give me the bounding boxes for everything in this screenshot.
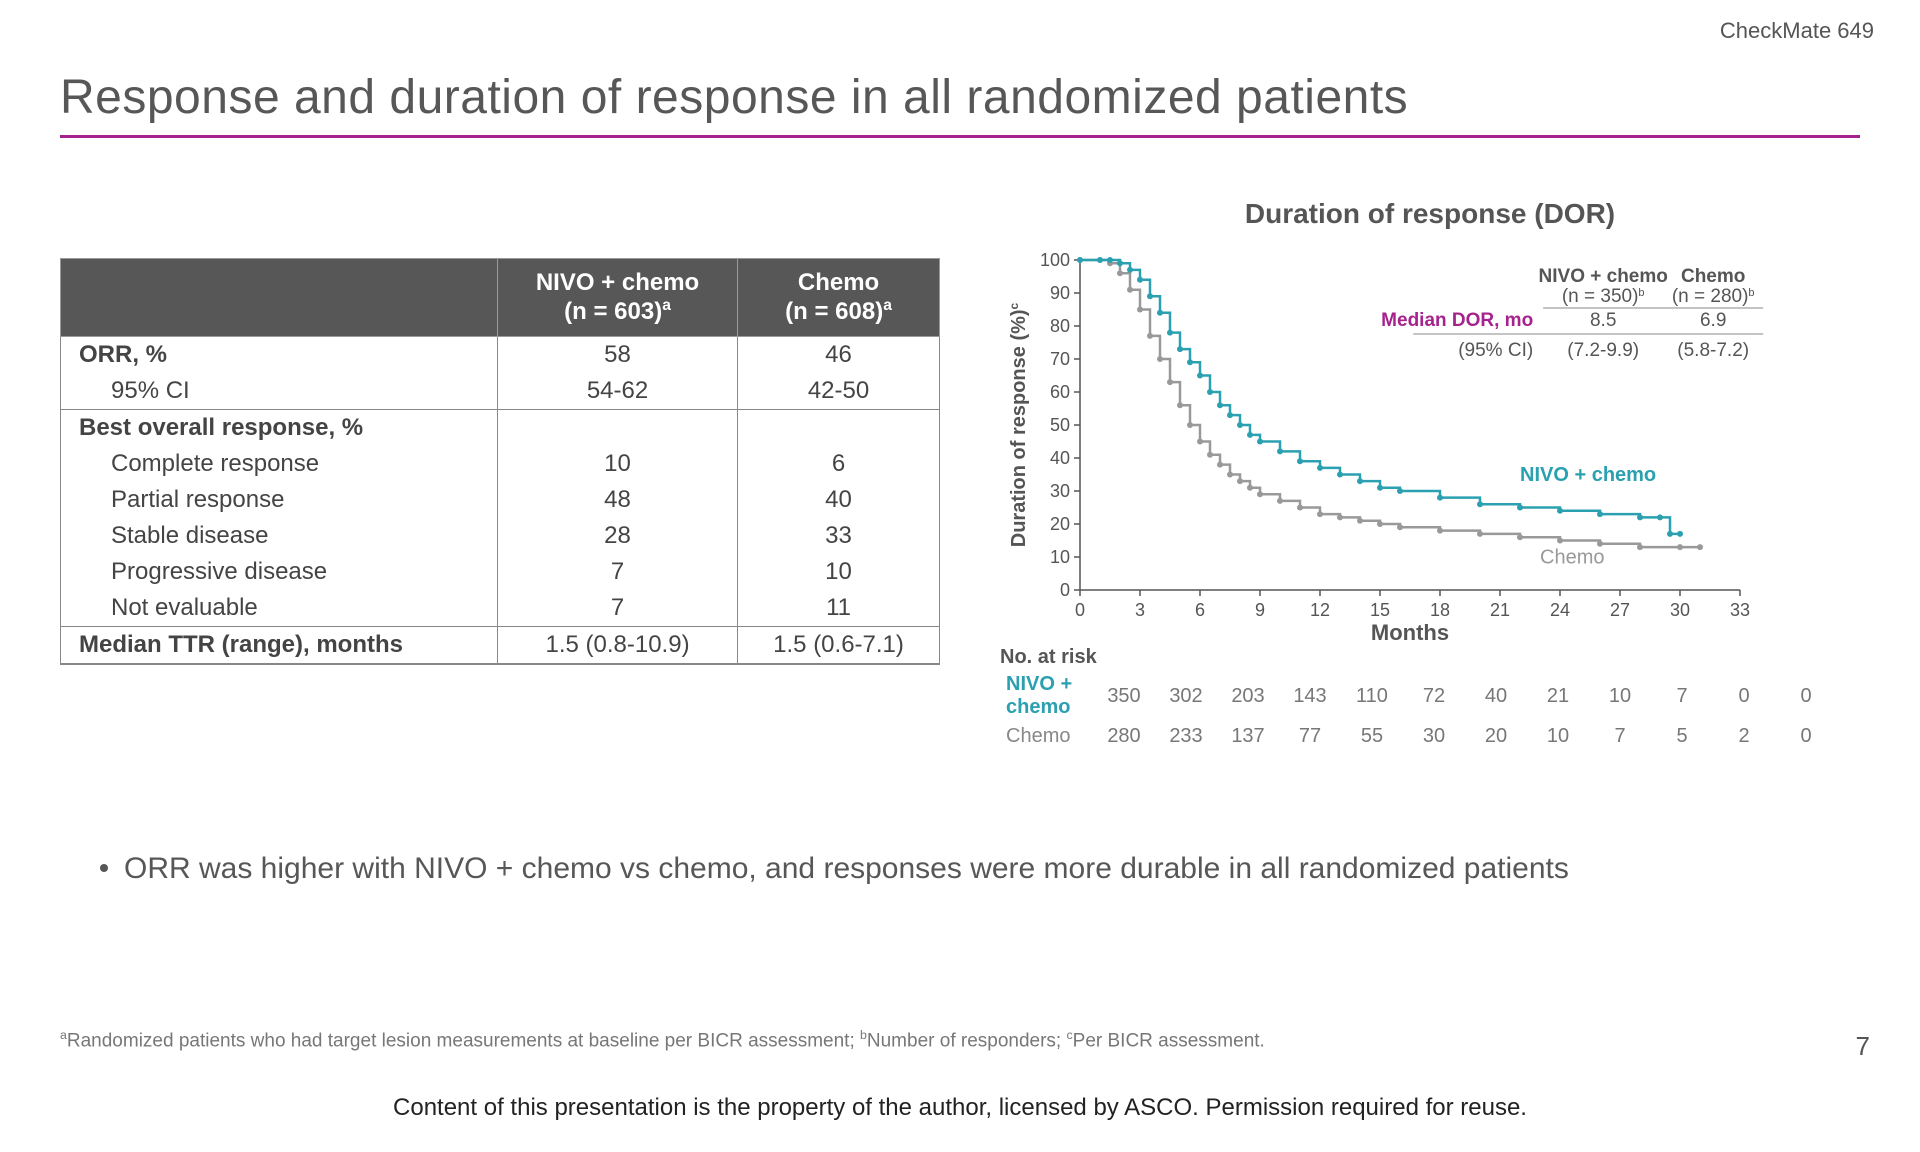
svg-text:Months: Months: [1371, 620, 1449, 640]
svg-text:8.5: 8.5: [1590, 310, 1616, 331]
bullet-dot-icon: [100, 864, 108, 872]
svg-text:90: 90: [1050, 283, 1070, 303]
svg-text:(7.2-9.9): (7.2-9.9): [1567, 340, 1639, 361]
svg-text:12: 12: [1310, 600, 1330, 620]
svg-text:6: 6: [1195, 600, 1205, 620]
disclaimer: Content of this presentation is the prop…: [0, 1094, 1920, 1122]
svg-text:6.9: 6.9: [1700, 310, 1726, 331]
svg-text:Median DOR, mo: Median DOR, mo: [1381, 310, 1533, 331]
svg-text:21: 21: [1490, 600, 1510, 620]
svg-text:30: 30: [1050, 481, 1070, 501]
svg-text:33: 33: [1730, 600, 1750, 620]
svg-text:80: 80: [1050, 316, 1070, 336]
svg-text:Duration of response (%)c: Duration of response (%)c: [1007, 302, 1030, 547]
chart-title: Duration of response (DOR): [1000, 198, 1860, 230]
svg-text:(n = 280)b: (n = 280)b: [1672, 286, 1755, 307]
svg-text:40: 40: [1050, 448, 1070, 468]
svg-text:(5.8-7.2): (5.8-7.2): [1677, 340, 1749, 361]
svg-text:100: 100: [1040, 250, 1070, 270]
svg-text:15: 15: [1370, 600, 1390, 620]
summary-bullet: ORR was higher with NIVO + chemo vs chem…: [60, 852, 1860, 886]
svg-text:NIVO + chemo: NIVO + chemo: [1539, 266, 1668, 287]
svg-text:NIVO + chemo: NIVO + chemo: [1520, 464, 1656, 486]
page-number: 7: [1856, 1031, 1870, 1062]
svg-text:9: 9: [1255, 600, 1265, 620]
page-title: Response and duration of response in all…: [60, 70, 1860, 125]
svg-text:Chemo: Chemo: [1681, 266, 1745, 287]
svg-text:50: 50: [1050, 415, 1070, 435]
svg-text:20: 20: [1050, 514, 1070, 534]
dor-chart-wrap: Duration of response (DOR) 0102030405060…: [940, 198, 1860, 752]
svg-text:(n = 350)b: (n = 350)b: [1562, 286, 1645, 307]
svg-text:Chemo: Chemo: [1540, 547, 1604, 569]
svg-text:(95% CI): (95% CI): [1458, 340, 1533, 361]
svg-text:30: 30: [1670, 600, 1690, 620]
km-chart: 0 10 20 30 40 50 60 70 80 90 100 0 3 6 9 12 15 18 21 24 27 30…: [1000, 240, 1780, 640]
study-label: CheckMate 649: [1720, 18, 1874, 44]
at-risk-table: No. at riskNIVO + chemo35030220314311072…: [1000, 646, 1860, 752]
svg-text:60: 60: [1050, 382, 1070, 402]
svg-text:18: 18: [1430, 600, 1450, 620]
svg-text:0: 0: [1075, 600, 1085, 620]
svg-text:70: 70: [1050, 349, 1070, 369]
svg-text:24: 24: [1550, 600, 1570, 620]
svg-text:0: 0: [1060, 580, 1070, 600]
response-table: NIVO + chemo(n = 603)aChemo(n = 608)aORR…: [60, 258, 940, 665]
svg-text:3: 3: [1135, 600, 1145, 620]
title-underline: [60, 135, 1860, 138]
footnote: aRandomized patients who had target lesi…: [60, 1028, 1265, 1052]
svg-text:10: 10: [1050, 547, 1070, 567]
svg-text:27: 27: [1610, 600, 1630, 620]
